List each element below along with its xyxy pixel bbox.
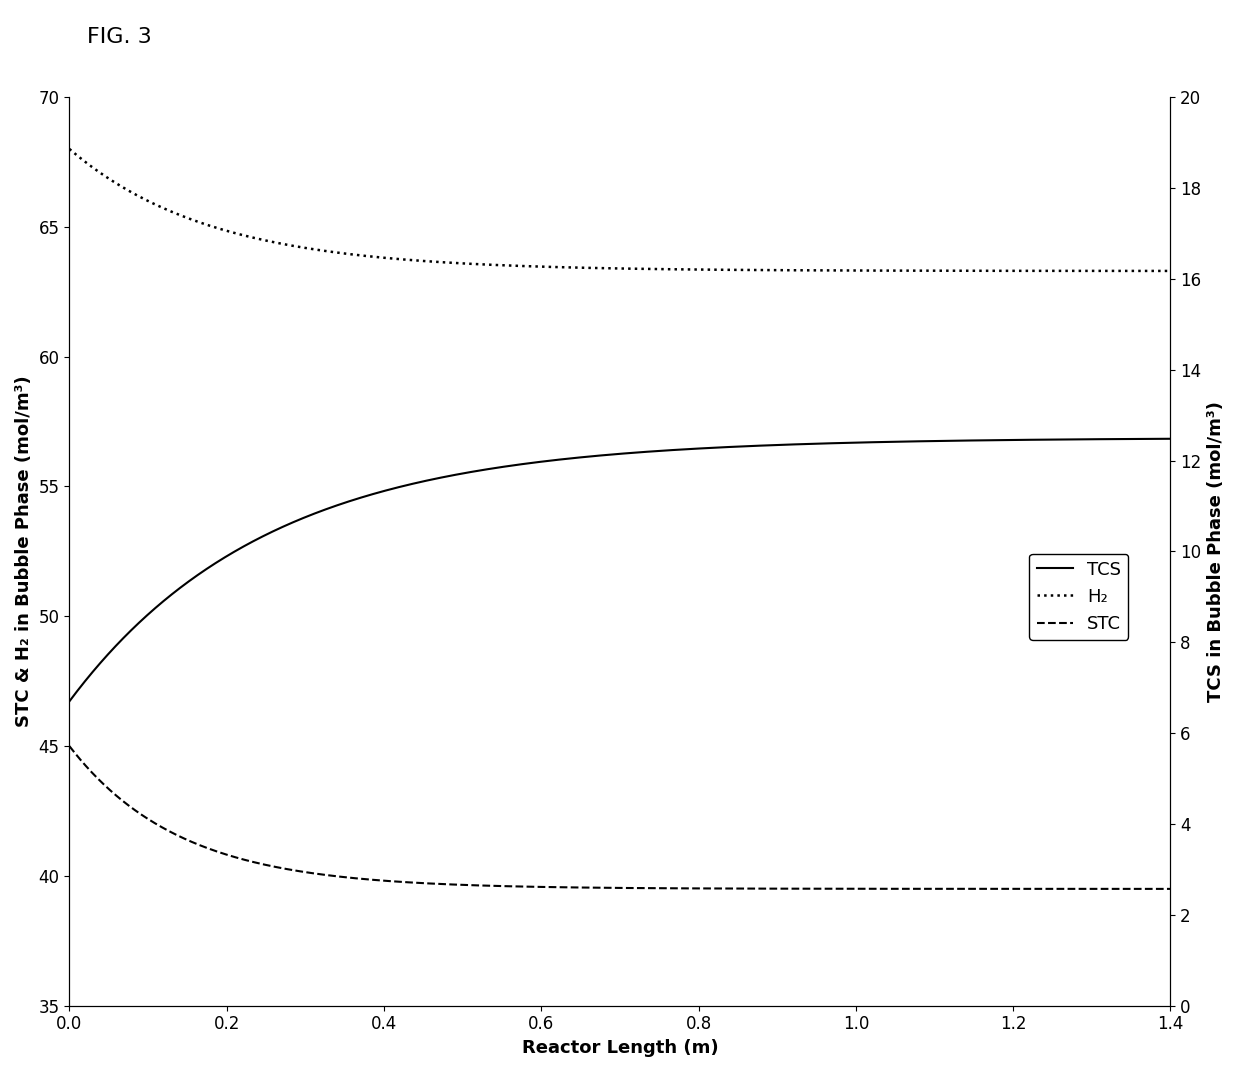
STC [118,796,133,809]
H₂ [1131,265,1146,278]
H₂ [1131,265,1146,278]
STC [1131,882,1146,895]
Y-axis label: STC & H₂ in Bubble Phase (mol/m³): STC & H₂ in Bubble Phase (mol/m³) [15,375,33,727]
Line: TCS: TCS [69,438,1171,701]
H₂ [929,265,944,278]
TCS [62,695,77,708]
STC [62,740,77,753]
H₂ [118,182,133,195]
TCS [568,451,583,464]
TCS [1131,432,1146,445]
TCS [929,434,944,447]
STC [929,882,944,895]
TCS [1131,432,1146,445]
STC [598,881,613,894]
STC [1163,882,1178,895]
Text: FIG. 3: FIG. 3 [87,27,151,47]
X-axis label: Reactor Length (m): Reactor Length (m) [522,1039,718,1057]
H₂ [62,143,77,155]
TCS [1163,432,1178,445]
Y-axis label: TCS in Bubble Phase (mol/m³): TCS in Bubble Phase (mol/m³) [1207,401,1225,702]
H₂ [568,262,583,274]
Line: H₂: H₂ [69,149,1171,271]
H₂ [598,262,613,274]
Legend: TCS, H₂, STC: TCS, H₂, STC [1029,553,1128,640]
H₂ [1163,265,1178,278]
STC [568,881,583,894]
TCS [598,449,613,462]
STC [1131,882,1146,895]
Line: STC: STC [69,746,1171,889]
TCS [118,629,133,642]
